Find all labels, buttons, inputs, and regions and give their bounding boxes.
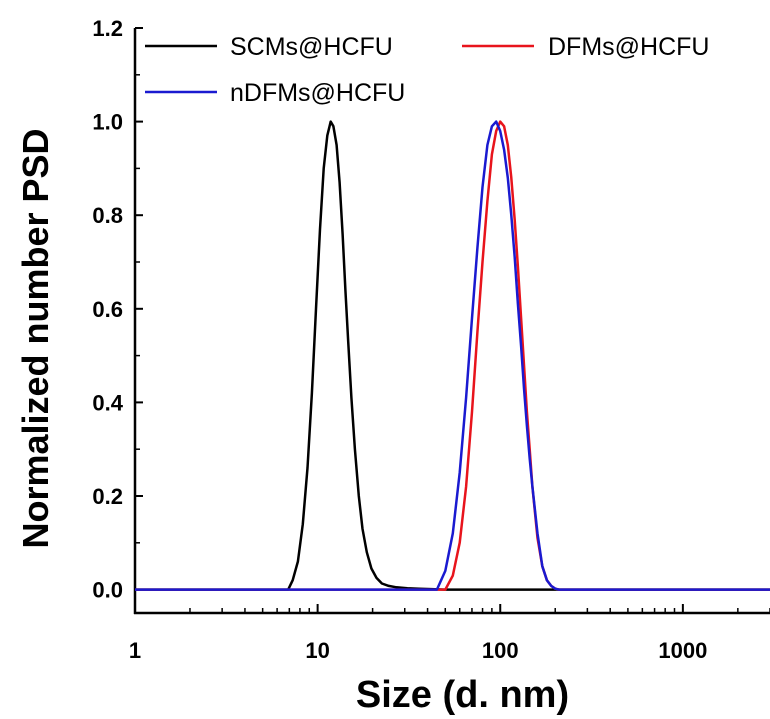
y-axis-title: Normalized number PSD [15, 128, 56, 548]
series-line-dfms-hcfu [135, 120, 770, 591]
y-tick-label: 0.2 [92, 484, 123, 509]
y-tick-label: 0.8 [92, 203, 123, 228]
x-tick-label: 10 [305, 638, 329, 663]
y-tick-label: 1.0 [92, 110, 123, 135]
x-tick-label: 1 [129, 638, 141, 663]
y-tick-label: 0.0 [92, 578, 123, 603]
legend-label: DFMs@HCFU [548, 33, 709, 61]
x-axis-title: Size (d. nm) [356, 674, 569, 716]
y-tick-label: 0.6 [92, 297, 123, 322]
x-tick-label: 1000 [658, 638, 707, 663]
axes: 0.0 0.2 0.4 0.6 0.8 1.0 1.2 1 10 100 1000 [92, 16, 770, 663]
x-tick-label: 100 [482, 638, 519, 663]
series-line-ndfms-hcfu [135, 120, 770, 591]
y-tick-label: 1.2 [92, 16, 123, 41]
series-line-scms-hcfu [135, 120, 770, 591]
legend: SCMs@HCFU DFMs@HCFU nDFMs@HCFU [145, 33, 709, 107]
y-tick-label: 0.4 [92, 390, 123, 415]
legend-label: SCMs@HCFU [230, 33, 393, 61]
legend-label: nDFMs@HCFU [230, 79, 405, 107]
series-lines [135, 120, 770, 591]
